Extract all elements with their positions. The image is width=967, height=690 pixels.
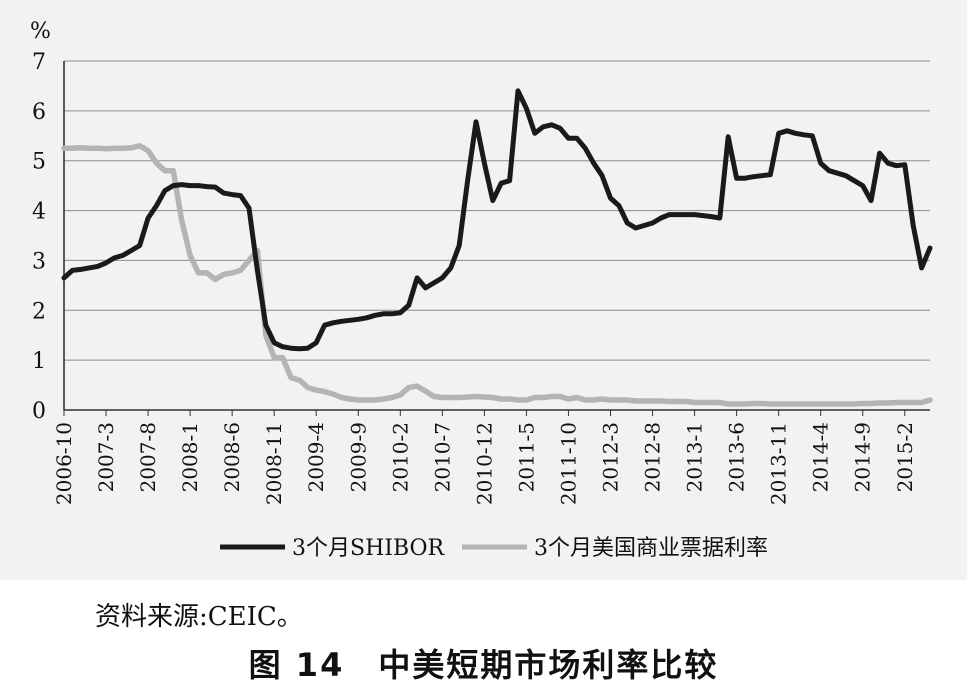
x-tick-label: 2013-11 [767, 422, 791, 505]
chart-background [0, 0, 967, 580]
x-tick-label: 2008-1 [178, 422, 202, 492]
y-tick-label: 4 [32, 200, 46, 225]
y-tick-label: 5 [32, 150, 46, 175]
y-tick-label: 7 [32, 50, 46, 75]
source-note: 资料来源:CEIC。 [95, 602, 303, 632]
x-tick-label: 2013-6 [725, 422, 749, 492]
x-tick-labels: 2006-10 2007-3 2007-8 2008-1 2008-6 2008-11 20… [52, 410, 917, 505]
series-lines [61, 88, 933, 407]
x-tick-label: 2006-10 [52, 422, 76, 505]
legend-label-us-cp: 3个月美国商业票据利率 [534, 536, 768, 561]
y-tick-label: 3 [32, 249, 46, 274]
series-line-us-cp [61, 143, 933, 407]
x-tick-label: 2014-4 [809, 422, 833, 492]
x-tick-label: 2008-6 [220, 422, 244, 492]
x-tick-label: 2009-9 [346, 422, 370, 492]
figure-caption: 图 14 中美短期市场利率比较 [248, 646, 719, 684]
x-tick-label: 2011-5 [514, 422, 538, 492]
x-tick-label: 2010-2 [388, 422, 412, 492]
y-tick-labels: 0 1 2 3 4 5 6 7 [32, 50, 46, 424]
x-tick-label: 2010-7 [430, 422, 454, 492]
x-tick-label: 2009-4 [304, 422, 328, 492]
x-tick-label: 2014-9 [851, 422, 875, 492]
y-tick-label: 2 [32, 299, 46, 324]
line-chart: % 0 1 2 3 4 5 6 7 2006-10 2007-3 2007-8 2008-1 2008… [0, 0, 967, 580]
series-line-shibor [61, 88, 933, 352]
x-tick-label: 2013-1 [683, 422, 707, 492]
legend-label-shibor: 3个月SHIBOR [292, 536, 446, 561]
y-axis-unit-label: % [30, 19, 51, 44]
x-tick-label: 2012-3 [599, 422, 623, 492]
y-tick-label: 6 [32, 100, 46, 125]
x-tick-label: 2015-2 [893, 422, 917, 492]
y-tick-label: 1 [32, 349, 46, 374]
x-tick-label: 2008-11 [262, 422, 286, 505]
x-tick-label: 2011-10 [556, 422, 580, 505]
legend: 3个月SHIBOR 3个月美国商业票据利率 [220, 536, 768, 561]
x-tick-label: 2012-8 [641, 422, 665, 492]
x-tick-label: 2010-12 [472, 422, 496, 505]
x-tick-label: 2007-3 [94, 422, 118, 492]
gridlines [63, 60, 930, 411]
y-tick-label: 0 [32, 399, 46, 424]
x-tick-label: 2007-8 [136, 422, 160, 492]
